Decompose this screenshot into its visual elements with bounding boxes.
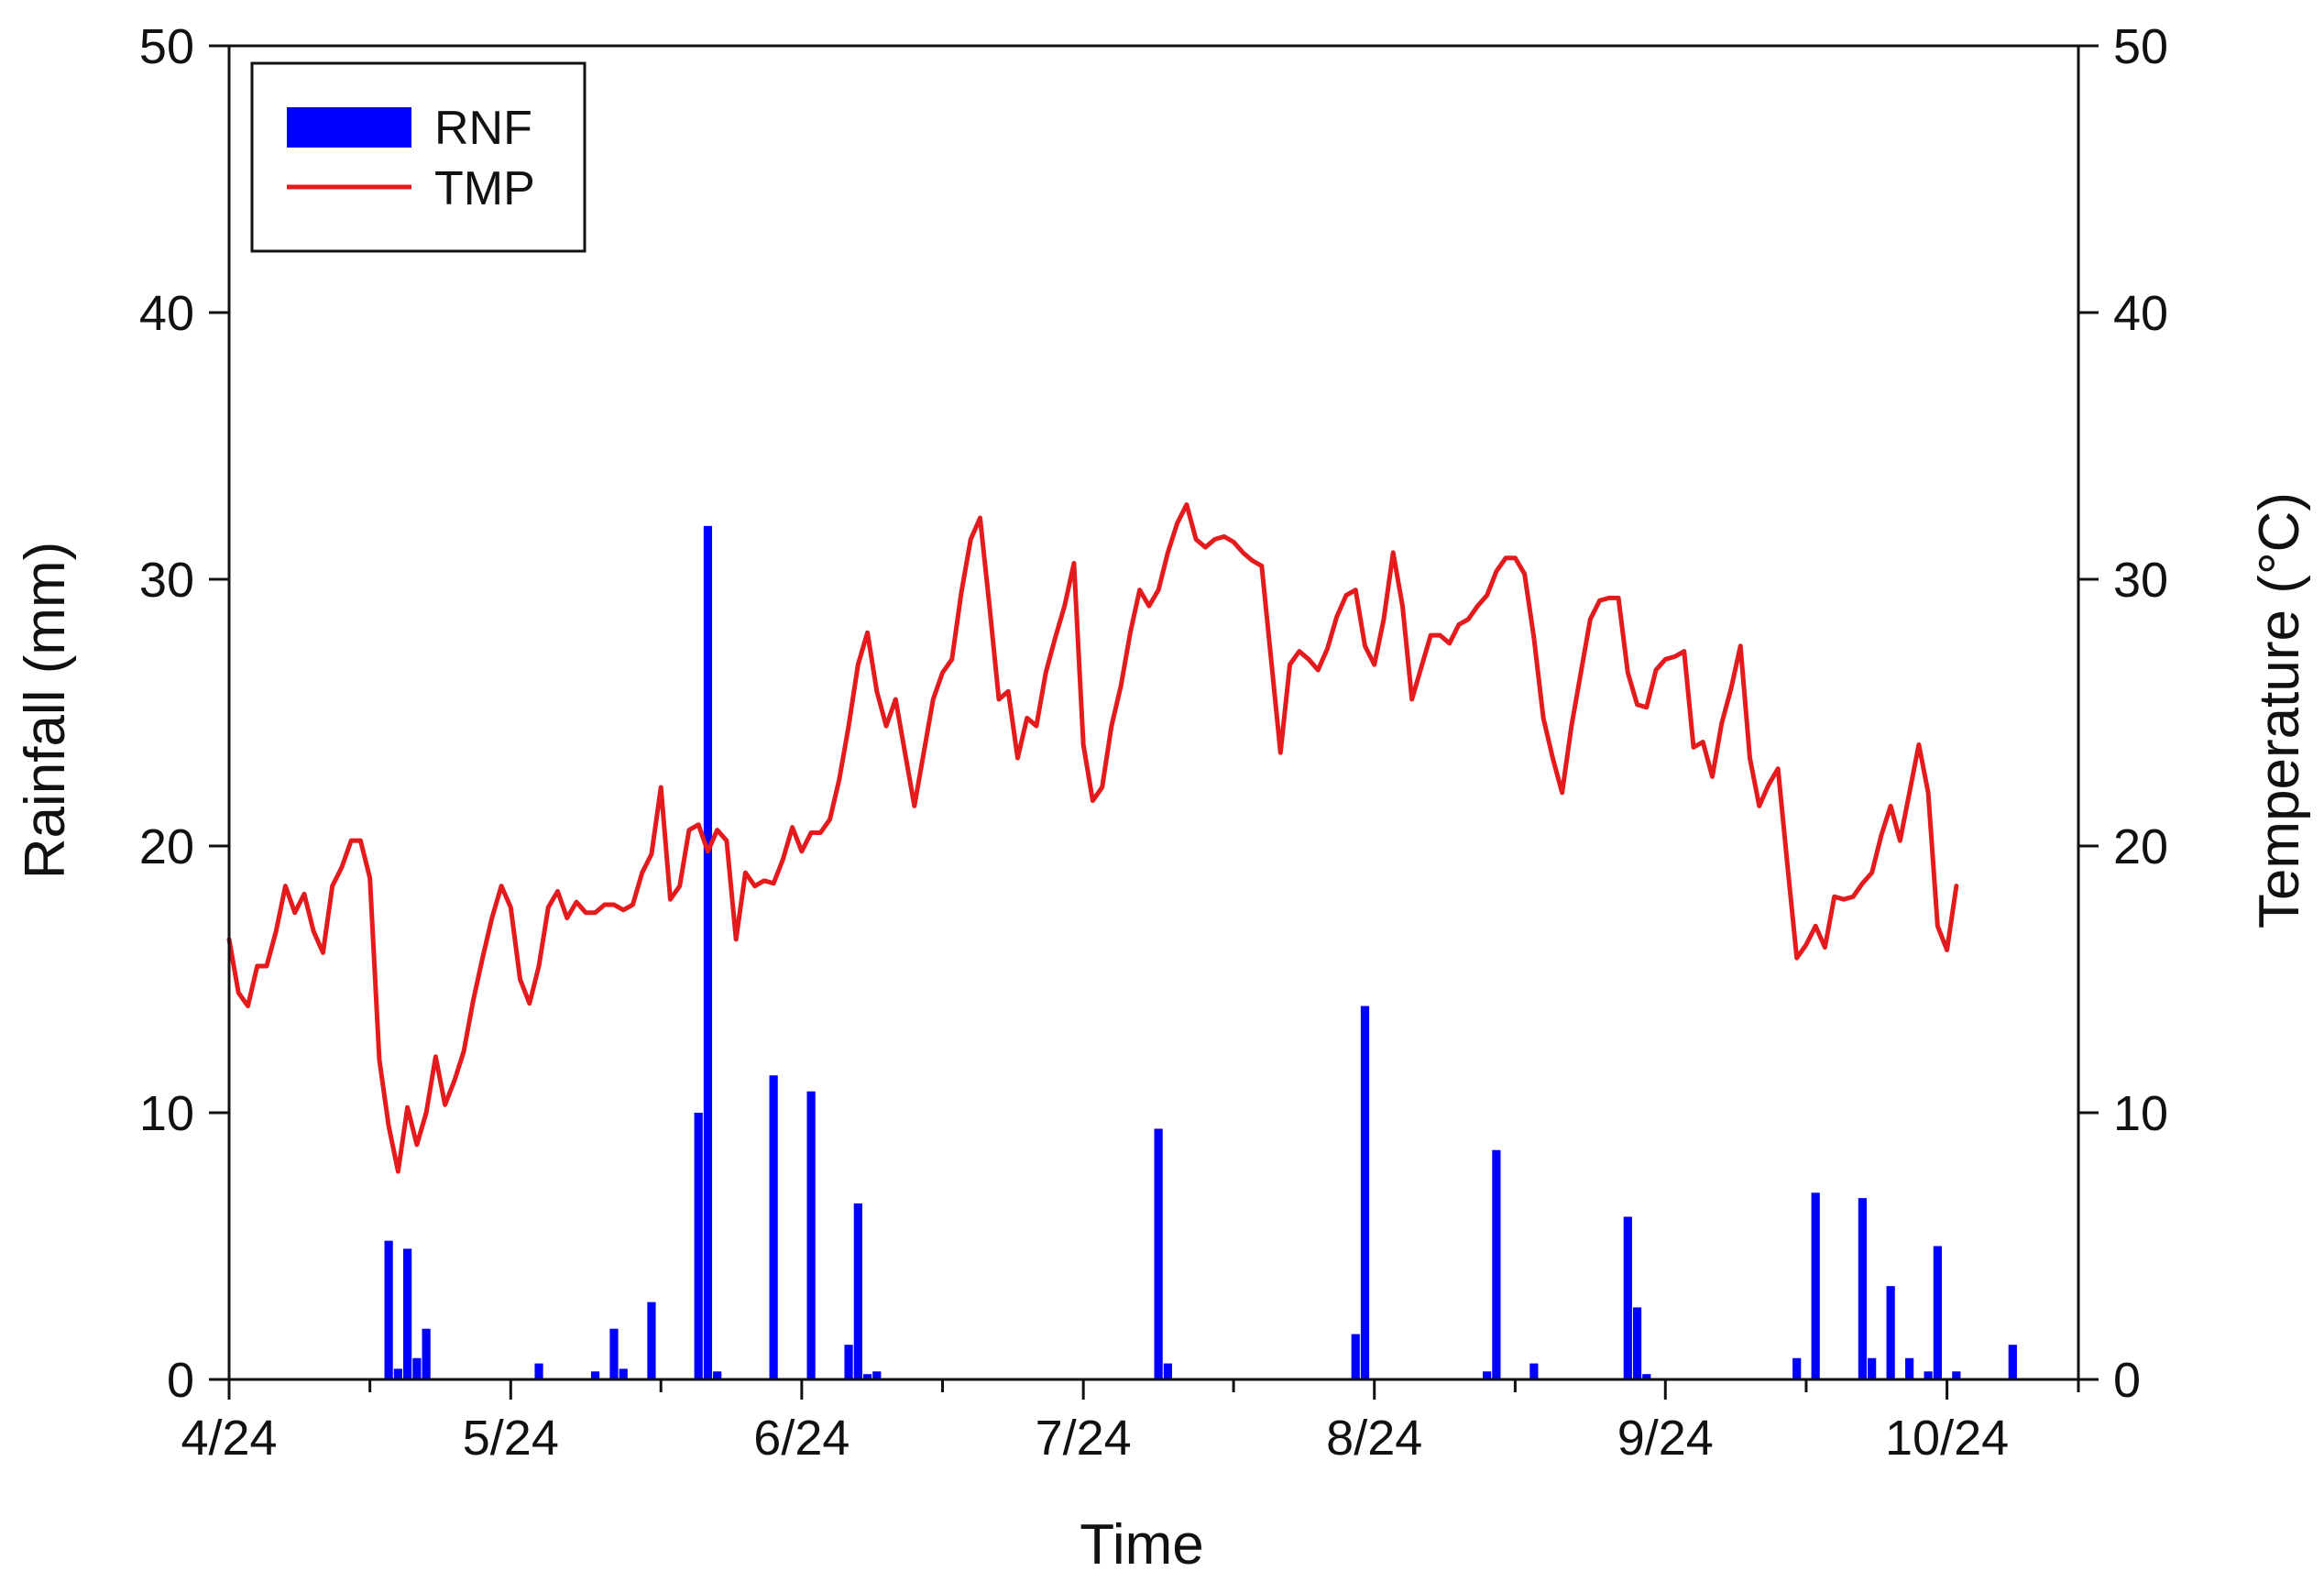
rainfall-bar [1905,1357,1914,1379]
rainfall-bar [872,1371,882,1379]
rainfall-bar [853,1203,862,1379]
x-tick-label: 7/24 [1036,1411,1132,1466]
rainfall-bars [384,525,2017,1379]
x-tick-label: 8/24 [1326,1411,1422,1466]
legend-box [250,61,586,253]
rainfall-bar [713,1371,722,1379]
right-y-tick-label: 10 [2113,1086,2168,1141]
temperature-line-group [226,502,1959,1174]
rainfall-bar [1492,1149,1501,1379]
rainfall-bar [1163,1363,1172,1379]
rainfall-bar [1483,1371,1492,1379]
legend-rnf-swatch [287,107,411,148]
right-y-tick-label: 50 [2113,19,2168,74]
rainfall-bar [769,1075,778,1379]
rainfall-bar [1360,1005,1370,1379]
plot-frame [227,44,2080,1381]
legend-tmp-label: TMP [434,162,535,215]
rainfall-bar [1623,1216,1632,1379]
rainfall-bar [1529,1363,1539,1379]
left-y-axis-title: Rainfall (mm) [14,542,77,880]
rainfall-bar [1868,1357,1877,1379]
rainfall-bar [1792,1357,1802,1379]
rainfall-bar [384,1240,393,1379]
legend-rnf-label: RNF [434,102,532,155]
rainfall-bar [534,1363,543,1379]
rainfall-bar [806,1091,816,1379]
rainfall-bar [862,1374,872,1379]
rainfall-bar [1886,1286,1895,1379]
rainfall-bar [1632,1307,1642,1379]
left-y-tick-label: 30 [139,553,194,608]
left-y-axis: 0 10 20 30 40 50 [139,19,229,1408]
rainfall-bar [1351,1334,1360,1379]
rainfall-bar [1642,1374,1651,1379]
rainfall-bar [1952,1371,1961,1379]
rainfall-bar [412,1357,422,1379]
right-y-tick-label: 40 [2113,286,2168,341]
rainfall-bar [694,1113,703,1379]
left-y-tick-label: 50 [139,19,194,74]
rainfall-bar [2008,1345,2017,1379]
rainfall-bar [703,525,713,1379]
rainfall-bar [647,1302,656,1379]
right-y-axis-title: Temperature (°C) [2248,492,2311,928]
left-y-tick-label: 0 [167,1353,194,1408]
x-tick-label: 6/24 [753,1411,850,1466]
rainfall-bar [590,1371,600,1379]
right-y-tick-label: 20 [2113,819,2168,874]
right-y-axis: 0 10 20 30 40 50 [2078,19,2168,1408]
x-tick-label: 9/24 [1617,1411,1714,1466]
rainfall-bar [619,1368,628,1379]
right-y-tick-label: 0 [2113,1353,2141,1408]
rainfall-bar [393,1368,402,1379]
rainfall-bar [844,1345,853,1379]
x-tick-label: 10/24 [1885,1411,2009,1466]
left-y-tick-label: 40 [139,286,194,341]
rainfall-bar [1933,1246,1942,1379]
right-y-tick-label: 30 [2113,553,2168,608]
legend: RNF TMP [250,61,586,253]
rainfall-bar [1858,1198,1868,1379]
rainfall-bar [609,1328,619,1379]
x-tick-label: 4/24 [181,1411,277,1466]
temperature-line [226,502,1959,1174]
rainfall-bar [422,1328,431,1379]
left-y-tick-label: 20 [139,819,194,874]
rainfall-bar [1924,1371,1933,1379]
x-axis: 4/24 5/24 6/24 7/24 8/24 9/24 10/24 [181,1379,2080,1466]
x-tick-label: 5/24 [463,1411,559,1466]
left-y-tick-label: 10 [139,1086,194,1141]
rainfall-bar [1154,1128,1163,1379]
rainfall-bar [1811,1192,1820,1379]
rainfall-bar [403,1248,412,1379]
x-axis-title: Time [1080,1513,1203,1577]
